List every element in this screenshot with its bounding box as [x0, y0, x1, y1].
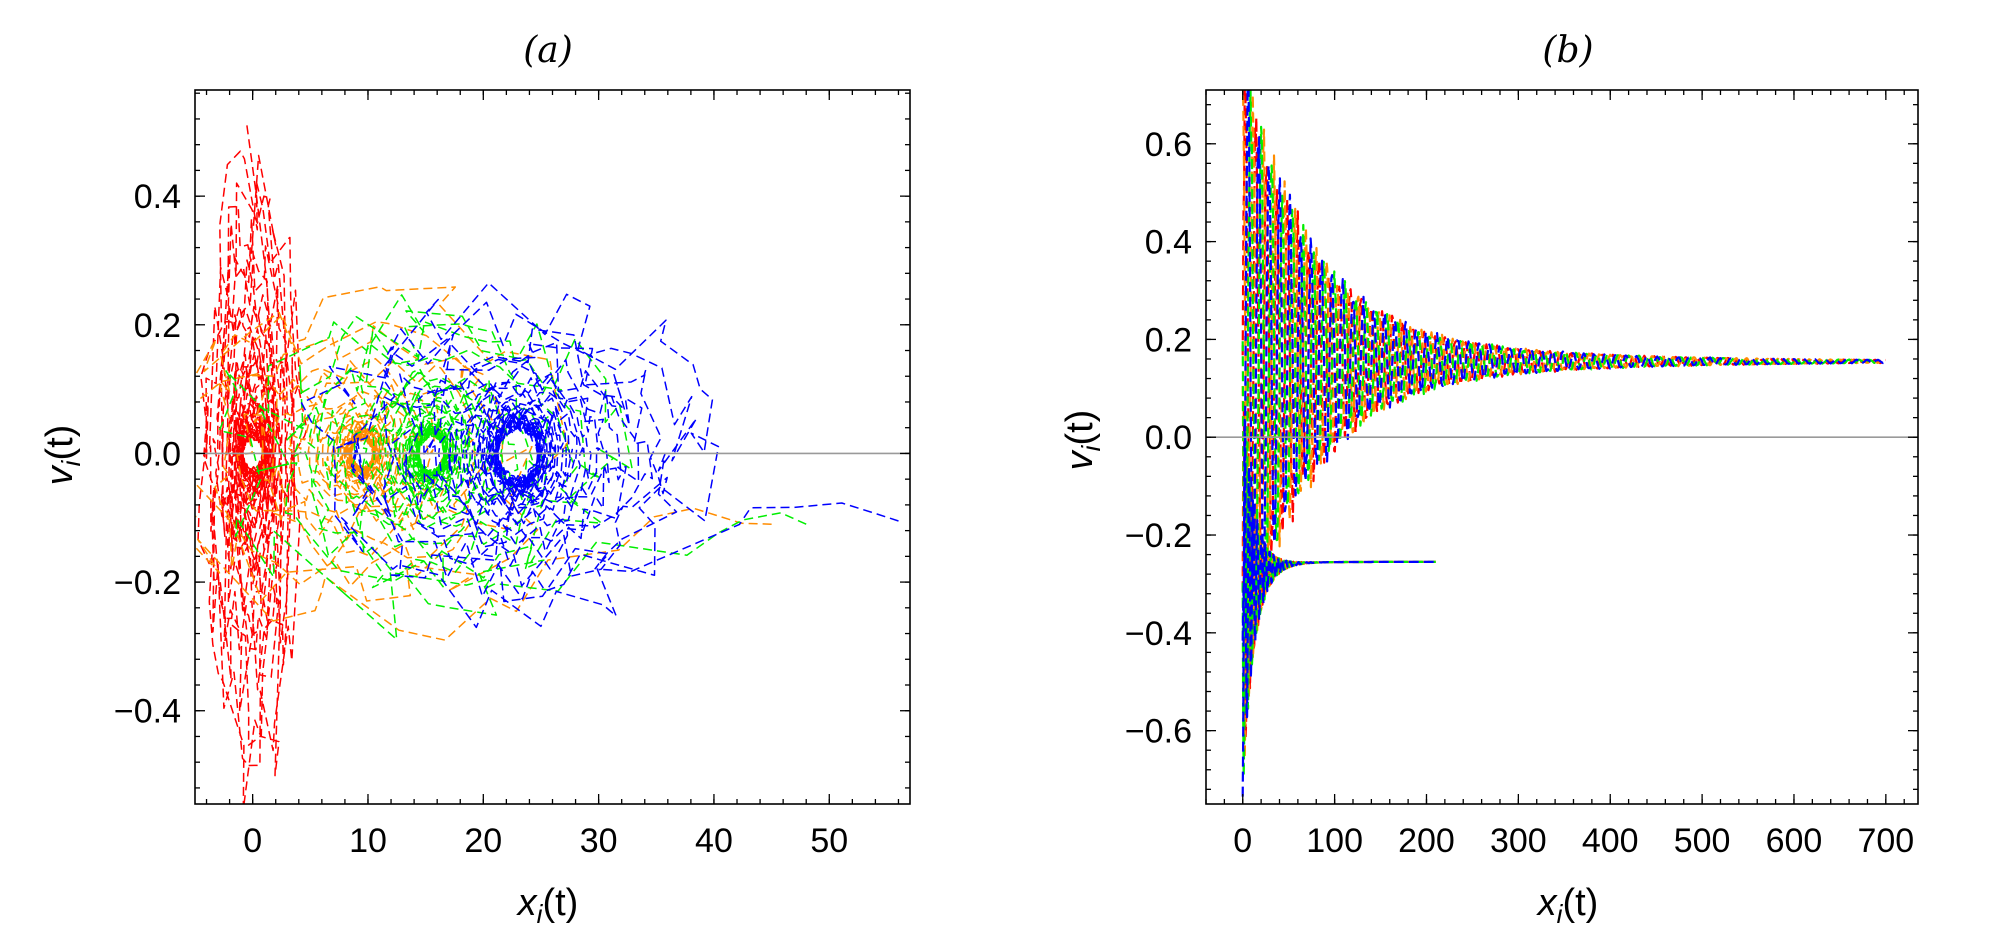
panel-b-y-tick-labels: −0.6 −0.4 −0.2 0.0 0.2 0.4 0.6 [1125, 126, 1192, 751]
x-tick-label: 10 [349, 822, 387, 860]
series-particle-2 [195, 286, 772, 641]
x-tick-label: 0 [1233, 822, 1252, 860]
x-tick-label: 200 [1398, 822, 1455, 860]
panel-b-trajectories [1241, 90, 1887, 797]
y-tick-label: 0.0 [134, 435, 181, 473]
panel-b-y-axis-label: vi(t) [1059, 410, 1106, 471]
series-particle-4 [300, 282, 899, 629]
y-tick-label: 0.2 [134, 307, 181, 345]
panel-b-x-axis-label: xi(t) [1536, 882, 1599, 929]
y-tick-label: −0.2 [114, 564, 181, 602]
panel-a-x-axis-label: xi(t) [516, 882, 579, 929]
panel-b-x-tick-labels: 0 100 200 300 400 500 600 700 [1233, 822, 1914, 860]
panel-b-title: (b) [1542, 30, 1593, 71]
panel-b-ticks [1205, 90, 1918, 804]
x-tick-label: 40 [695, 822, 733, 860]
series-particle-3 [218, 294, 807, 641]
x-tick-label: 50 [810, 822, 848, 860]
y-tick-label: −0.4 [1125, 615, 1192, 653]
x-tick-label: 30 [580, 822, 618, 860]
panel-a-ticks [195, 90, 910, 804]
y-tick-label: −0.4 [114, 693, 181, 731]
y-tick-label: −0.2 [1125, 517, 1192, 555]
series-upper-particle-1 [1241, 90, 1887, 649]
series-upper-particle-3 [1241, 90, 1878, 638]
x-tick-label: 600 [1766, 822, 1823, 860]
panel-b: (b) 0 100 200 300 400 500 600 700 −0.6 −0.4 −0.2 0… [1059, 30, 1919, 929]
y-tick-label: 0.4 [1145, 224, 1192, 262]
series-upper-particle-4 [1241, 90, 1887, 641]
panel-a: (a) 0 10 20 30 40 50 −0.4−0.20.00.20.4 xi(t) … [39, 30, 911, 929]
x-tick-label: 300 [1490, 822, 1547, 860]
x-tick-label: 100 [1306, 822, 1363, 860]
panel-a-title: (a) [523, 30, 573, 71]
panel-a-y-axis-label: vi(t) [39, 425, 86, 486]
x-tick-label: 500 [1674, 822, 1731, 860]
panel-a-x-tick-labels: 0 10 20 30 40 50 [243, 822, 848, 860]
x-tick-label: 0 [243, 822, 262, 860]
x-tick-label: 700 [1857, 822, 1914, 860]
x-tick-label: 20 [464, 822, 502, 860]
series-lower-particle-3 [1241, 437, 1437, 778]
series-lower-particle-4 [1241, 418, 1437, 797]
y-tick-label: 0.0 [1145, 419, 1192, 457]
y-tick-label: 0.2 [1145, 321, 1192, 359]
panel-b-frame [1205, 89, 1919, 805]
panel-a-y-tick-labels: −0.4 −0.2 0.0 0.2 0.4 [114, 178, 181, 731]
y-tick-label: −0.6 [1125, 713, 1192, 751]
x-tick-label: 400 [1582, 822, 1639, 860]
y-tick-label: 0.4 [134, 178, 181, 216]
panel-a-trajectories [195, 125, 899, 804]
y-tick-label: 0.6 [1145, 126, 1192, 164]
